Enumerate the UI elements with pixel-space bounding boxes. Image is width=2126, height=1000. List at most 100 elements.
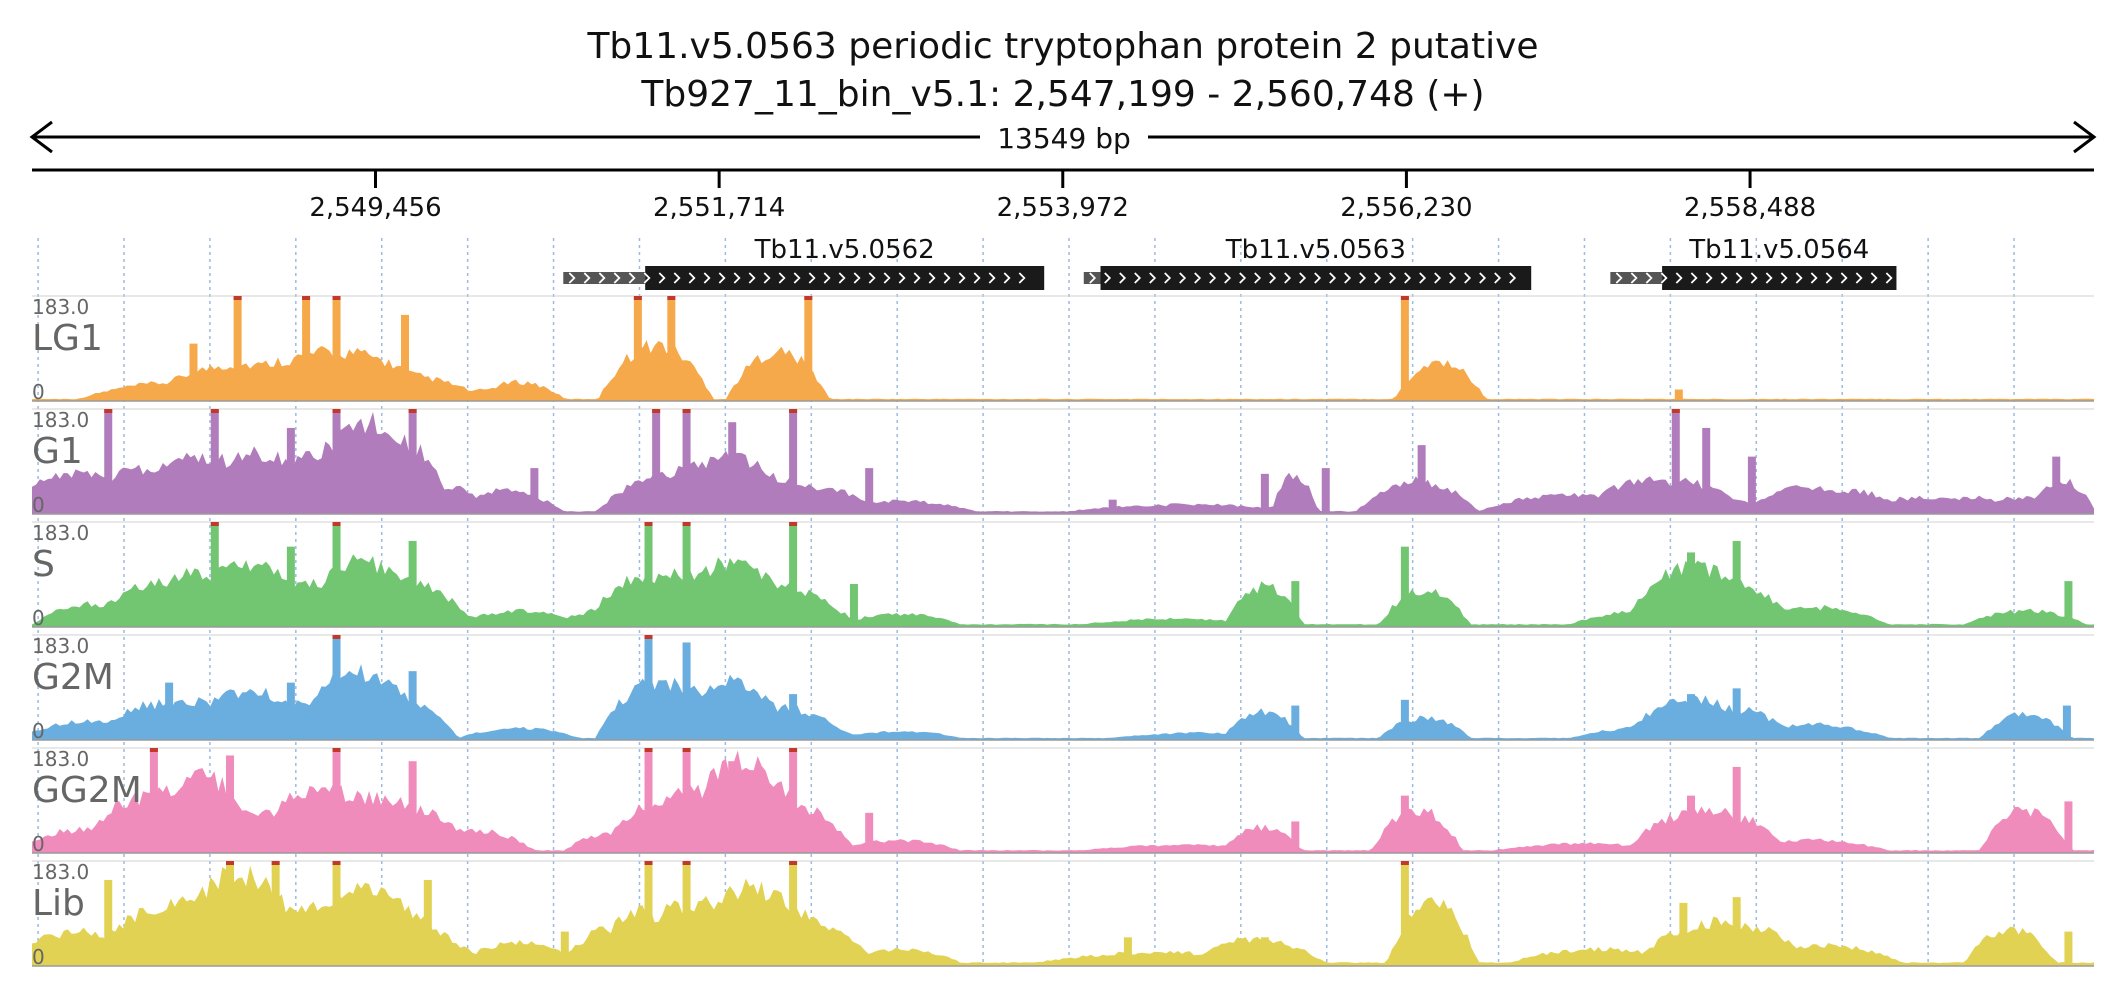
y-max-label: 183.0 — [32, 634, 89, 658]
track-name-G2M: G2M — [32, 657, 114, 698]
spike-G2M-10 — [1732, 688, 1741, 740]
spike-G1-3 — [332, 409, 341, 514]
track-name-GG2M: GG2M — [32, 770, 142, 811]
spike-G1-10 — [865, 468, 874, 514]
y-max-label: 183.0 — [32, 521, 89, 545]
spike-S-1 — [286, 546, 295, 627]
spike-GG2M-10 — [1400, 795, 1409, 853]
track-G2M: 183.0 0 G2M — [32, 634, 2094, 743]
clip-marker-Lib-7 — [682, 861, 691, 865]
clip-marker-LG1-1 — [233, 296, 242, 300]
clip-marker-S-6 — [789, 522, 798, 526]
spike-G1-8 — [728, 422, 737, 514]
spike-GG2M-12 — [1732, 766, 1741, 853]
spike-GG2M-7 — [789, 748, 798, 853]
spike-G1-5 — [530, 468, 539, 514]
gene-label-2: Tb11.v5.0564 — [1688, 235, 1869, 265]
gene-body-1 — [1100, 266, 1532, 290]
clip-marker-Lib-6 — [644, 861, 653, 865]
spike-Lib-6 — [644, 861, 653, 966]
spike-GG2M-2 — [332, 748, 341, 853]
y-min-label: 0 — [32, 606, 45, 630]
spike-Lib-12 — [1679, 902, 1688, 966]
y-max-label: 183.0 — [32, 408, 89, 432]
clip-marker-Lib-8 — [789, 861, 798, 865]
spike-S-3 — [408, 540, 417, 627]
track-Lib: 183.0 0 Lib — [32, 860, 2094, 969]
track-name-LG1: LG1 — [32, 318, 103, 359]
y-min-label: 0 — [32, 832, 45, 856]
y-max-label: 183.0 — [32, 860, 89, 884]
spike-GG2M-9 — [1291, 821, 1300, 853]
spike-G2M-5 — [682, 642, 691, 740]
spike-LG1-6 — [667, 296, 676, 401]
gene-utr-1 — [1083, 272, 1101, 284]
clip-marker-G1-0 — [104, 409, 113, 413]
spike-G1-19 — [1747, 456, 1756, 514]
spike-G1-2 — [286, 427, 295, 514]
spike-S-11 — [1732, 540, 1741, 627]
strand-arrows-icon — [1615, 272, 1893, 284]
clip-marker-G1-17 — [1671, 409, 1680, 413]
x-tick-label-4: 2,558,488 — [1684, 193, 1816, 223]
spike-G1-7 — [682, 409, 691, 514]
spike-Lib-11 — [1400, 861, 1409, 966]
clip-marker-Lib-1 — [225, 861, 234, 865]
clip-marker-G1-6 — [652, 409, 661, 413]
chart-title-line2: Tb927_11_bin_v5.1: 2,547,199 - 2,560,748… — [640, 74, 1484, 115]
y-min-label: 0 — [32, 945, 45, 969]
spike-S-8 — [1291, 581, 1300, 627]
clip-marker-GG2M-0 — [149, 748, 158, 752]
clip-marker-S-0 — [210, 522, 219, 526]
x-tick-label-1: 2,551,714 — [653, 193, 785, 223]
spike-G1-14 — [1321, 468, 1330, 514]
clip-marker-S-4 — [644, 522, 653, 526]
y-min-label: 0 — [32, 493, 45, 517]
spike-S-7 — [849, 583, 858, 627]
clip-marker-LG1-2 — [302, 296, 311, 300]
clip-marker-G2M-2 — [332, 635, 341, 639]
clip-marker-GG2M-5 — [682, 748, 691, 752]
spike-GG2M-4 — [644, 748, 653, 853]
span-label: 13549 bp — [997, 122, 1131, 155]
spike-S-6 — [789, 522, 798, 627]
spike-Lib-4 — [423, 879, 432, 966]
span-ruler: 13549 bp — [29, 120, 2097, 155]
coverage-area-G1 — [32, 411, 2094, 514]
clip-marker-GG2M-4 — [644, 748, 653, 752]
clip-marker-G1-7 — [682, 409, 691, 413]
spike-Lib-13 — [1732, 897, 1741, 966]
spike-S-2 — [332, 522, 341, 627]
track-name-Lib: Lib — [32, 883, 85, 924]
spike-LG1-9 — [1674, 389, 1683, 401]
gene-track: Tb11.v5.0562 Tb11.v5.0563 Tb11.v5.0564 — [563, 235, 1897, 290]
spike-GG2M-6 — [728, 761, 737, 853]
y-min-label: 0 — [32, 380, 45, 404]
track-GG2M: 183.0 0 GG2M — [32, 747, 2094, 856]
spike-LG1-0 — [189, 343, 198, 401]
coverage-area-GG2M — [32, 750, 2094, 853]
clip-marker-LG1-8 — [1400, 296, 1409, 300]
clip-marker-G1-4 — [408, 409, 417, 413]
coverage-area-Lib — [32, 865, 2094, 966]
spike-LG1-2 — [302, 296, 311, 401]
spike-G1-11 — [941, 508, 950, 514]
spike-G1-18 — [1702, 427, 1711, 514]
spike-G1-16 — [1610, 502, 1619, 514]
clip-marker-G2M-4 — [644, 635, 653, 639]
clip-marker-GG2M-2 — [332, 748, 341, 752]
x-tick-label-3: 2,556,230 — [1340, 193, 1472, 223]
spike-G2M-9 — [1687, 694, 1696, 740]
arrow-left-icon — [29, 120, 53, 154]
clip-marker-LG1-6 — [667, 296, 676, 300]
gene-label-0: Tb11.v5.0562 — [754, 235, 935, 265]
coverage-area-LG1 — [32, 340, 2094, 401]
spike-Lib-1 — [225, 861, 234, 966]
spike-Lib-0 — [104, 879, 113, 966]
spike-S-10 — [1687, 552, 1696, 627]
clip-marker-GG2M-7 — [789, 748, 798, 752]
track-name-S: S — [32, 544, 55, 585]
clip-marker-G1-3 — [332, 409, 341, 413]
spike-G1-20 — [2052, 456, 2061, 514]
